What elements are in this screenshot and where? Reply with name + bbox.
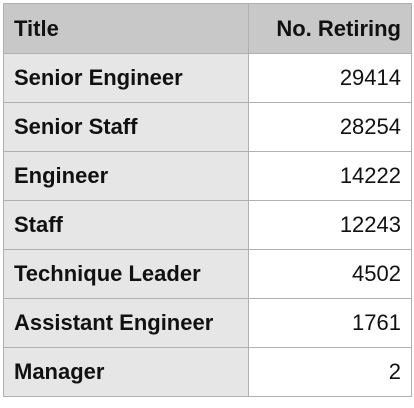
cell-count: 2 [248, 347, 412, 397]
table-row: Staff 12243 [3, 200, 412, 250]
table-header: Title No. Retiring [3, 3, 412, 54]
table-body: Senior Engineer 29414 Senior Staff 28254… [3, 53, 412, 397]
cell-title: Senior Staff [3, 102, 249, 152]
header-row: Title No. Retiring [3, 3, 412, 54]
table-row: Senior Engineer 29414 [3, 53, 412, 103]
cell-count: 4502 [248, 249, 412, 299]
table-row: Assistant Engineer 1761 [3, 298, 412, 348]
table-row: Technique Leader 4502 [3, 249, 412, 299]
cell-count: 29414 [248, 53, 412, 103]
column-header-title[interactable]: Title [3, 3, 249, 54]
cell-title: Technique Leader [3, 249, 249, 299]
retiring-titles-table-container: Title No. Retiring Senior Engineer 29414… [3, 3, 412, 397]
cell-title: Manager [3, 347, 249, 397]
cell-title: Senior Engineer [3, 53, 249, 103]
table-row: Manager 2 [3, 347, 412, 397]
cell-count: 1761 [248, 298, 412, 348]
table-row: Engineer 14222 [3, 151, 412, 201]
cell-title: Staff [3, 200, 249, 250]
cell-count: 28254 [248, 102, 412, 152]
cell-title: Engineer [3, 151, 249, 201]
retiring-titles-table: Title No. Retiring Senior Engineer 29414… [3, 3, 412, 397]
column-header-count[interactable]: No. Retiring [248, 3, 412, 54]
cell-title: Assistant Engineer [3, 298, 249, 348]
cell-count: 14222 [248, 151, 412, 201]
cell-count: 12243 [248, 200, 412, 250]
table-row: Senior Staff 28254 [3, 102, 412, 152]
